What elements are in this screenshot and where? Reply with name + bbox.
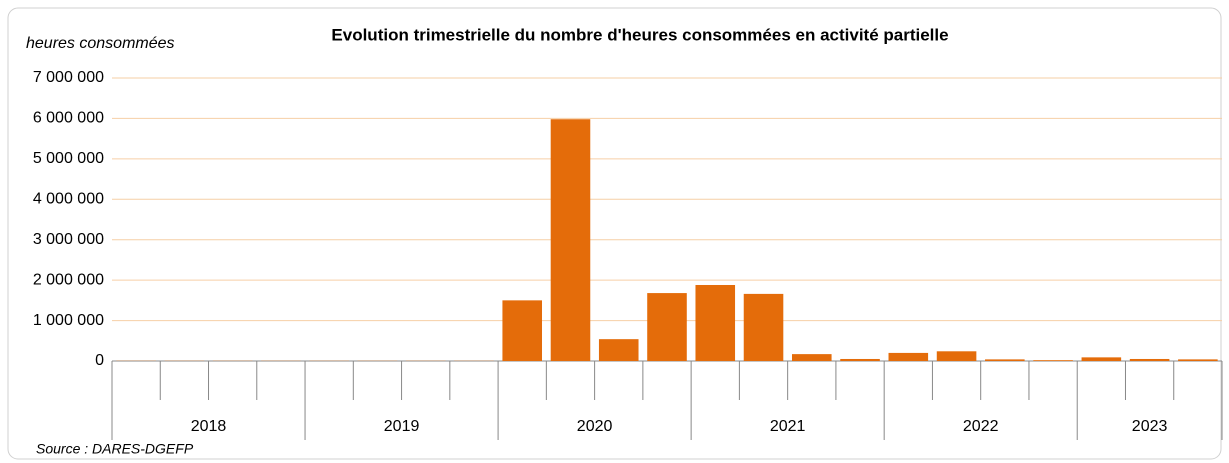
bar xyxy=(695,284,736,361)
y-tick-label: 4 000 000 xyxy=(33,191,104,208)
x-group-label: 2020 xyxy=(577,418,613,435)
y-tick-label: 1 000 000 xyxy=(33,312,104,329)
bar xyxy=(888,352,929,361)
bar xyxy=(985,359,1025,361)
chart-frame xyxy=(7,7,1222,460)
y-tick-label: 2 000 000 xyxy=(33,271,104,288)
y-tick-label: 6 000 000 xyxy=(33,110,104,127)
y-tick-label: 5 000 000 xyxy=(33,150,104,167)
source: Source : DARES-DGEFP xyxy=(36,441,194,457)
bar xyxy=(791,354,832,361)
bar xyxy=(598,339,639,361)
x-group-label: 2018 xyxy=(191,418,227,435)
x-group-label: 2021 xyxy=(770,418,806,435)
y-tick-label: 7 000 000 xyxy=(33,69,104,86)
y-tick-label: 0 xyxy=(95,352,104,369)
bar xyxy=(936,351,977,361)
y-axis-label: heures consommées xyxy=(26,35,175,52)
bar xyxy=(1178,359,1218,361)
bar xyxy=(743,293,784,361)
bar xyxy=(840,358,880,361)
chart-title: Evolution trimestrielle du nombre d'heur… xyxy=(331,25,948,44)
y-tick-label: 3 000 000 xyxy=(33,231,104,248)
bar xyxy=(550,119,591,361)
bar xyxy=(502,300,543,361)
bar xyxy=(1129,358,1170,361)
bar xyxy=(1033,360,1073,361)
bar xyxy=(647,293,687,361)
bar xyxy=(1081,357,1122,361)
x-group-label: 2019 xyxy=(384,418,420,435)
x-group-label: 2022 xyxy=(963,418,999,435)
x-group-label: 2023 xyxy=(1132,418,1168,435)
